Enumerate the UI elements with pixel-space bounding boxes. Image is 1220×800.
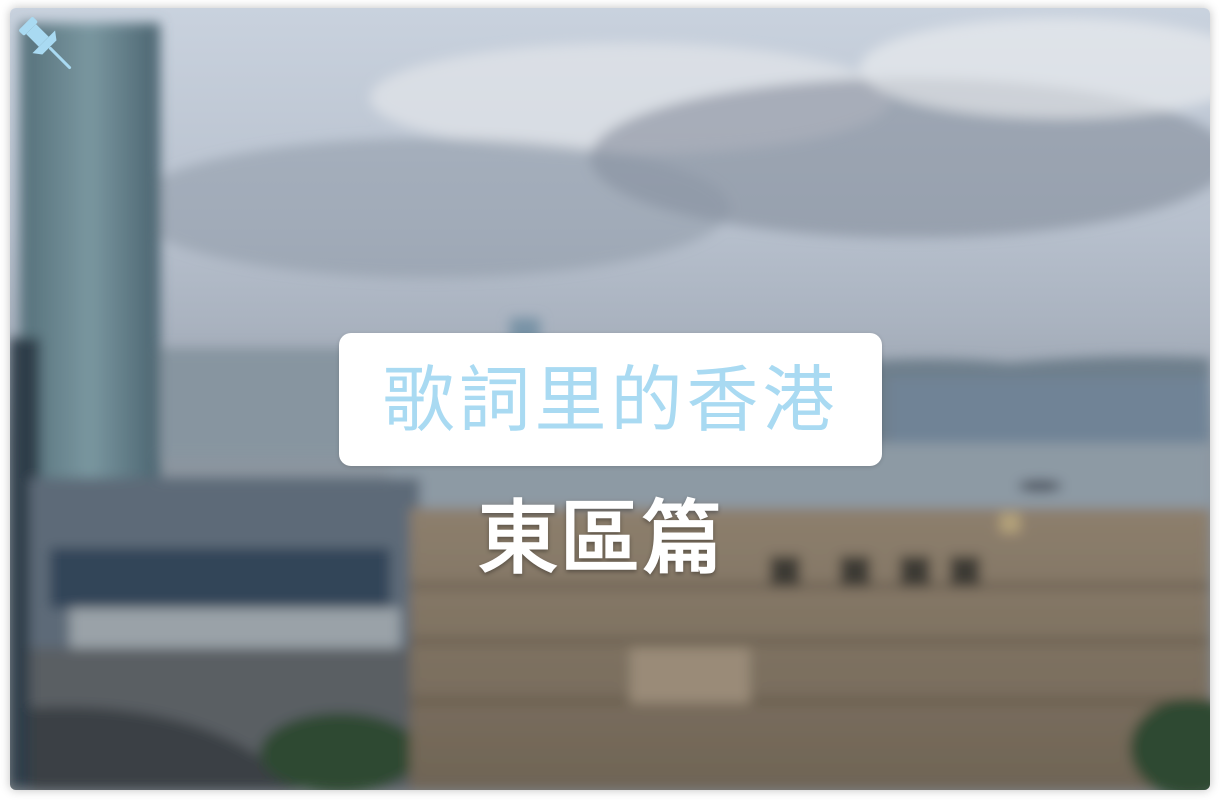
subtitle: 東區篇	[478, 491, 724, 585]
cover-image	[10, 8, 1210, 790]
page-title: 歌詞里的香港	[382, 357, 839, 442]
title-card: 歌詞里的香港	[339, 333, 882, 466]
pushpin-icon	[19, 17, 72, 70]
